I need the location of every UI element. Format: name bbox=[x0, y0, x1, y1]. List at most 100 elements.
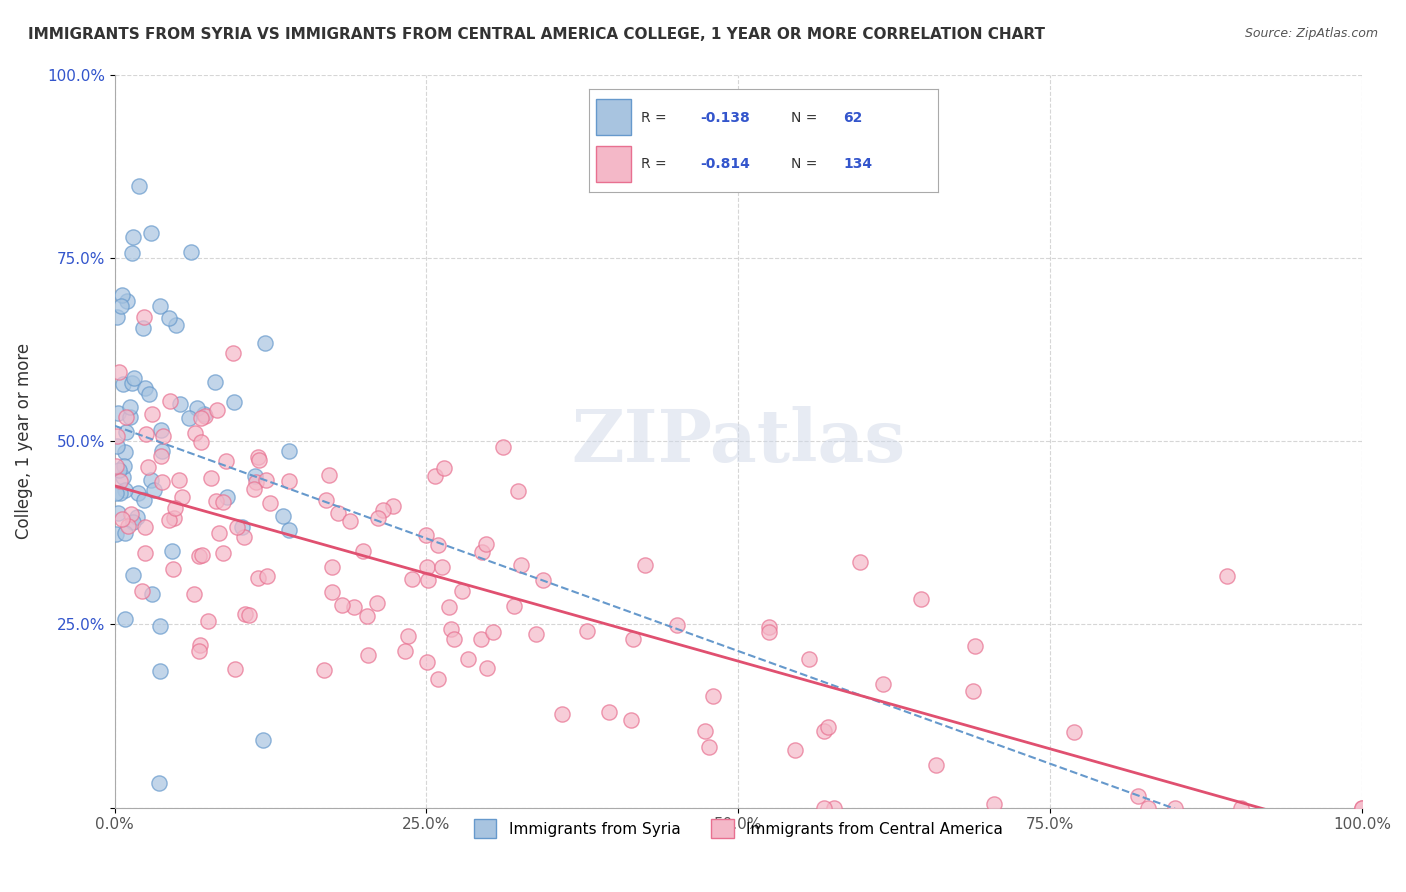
Point bbox=[108, 475, 131, 489]
Point bbox=[148, 776, 170, 790]
Point bbox=[470, 632, 492, 646]
Point bbox=[134, 381, 156, 395]
Point bbox=[962, 684, 984, 698]
Point bbox=[475, 537, 498, 551]
Point bbox=[127, 509, 149, 524]
Point bbox=[180, 244, 202, 259]
Point bbox=[172, 490, 194, 504]
Point bbox=[321, 560, 343, 574]
Point bbox=[138, 386, 160, 401]
Point bbox=[122, 371, 145, 385]
Point bbox=[136, 460, 159, 475]
Point bbox=[215, 454, 238, 468]
Point bbox=[254, 473, 277, 487]
Point bbox=[121, 230, 143, 244]
Point bbox=[134, 546, 156, 560]
Point bbox=[107, 506, 129, 520]
Point bbox=[524, 626, 547, 640]
Point bbox=[965, 639, 987, 653]
Point bbox=[983, 797, 1005, 812]
Point bbox=[246, 450, 269, 464]
Point bbox=[135, 427, 157, 442]
Point bbox=[633, 558, 655, 572]
Point bbox=[475, 661, 498, 675]
Point bbox=[165, 501, 187, 516]
Point bbox=[128, 179, 150, 194]
Point bbox=[910, 591, 932, 606]
Point bbox=[188, 638, 211, 652]
Point bbox=[1230, 800, 1253, 814]
Point bbox=[108, 365, 131, 379]
Point bbox=[697, 740, 720, 755]
Point bbox=[813, 723, 835, 738]
Point bbox=[231, 520, 253, 534]
Point bbox=[141, 473, 163, 487]
Point bbox=[328, 506, 350, 520]
Point bbox=[245, 475, 267, 489]
Point bbox=[758, 620, 780, 634]
Point bbox=[108, 486, 131, 500]
Point bbox=[150, 423, 173, 437]
Point bbox=[492, 440, 515, 454]
Text: Source: ZipAtlas.com: Source: ZipAtlas.com bbox=[1244, 27, 1378, 40]
Point bbox=[222, 346, 245, 360]
Point bbox=[208, 525, 231, 540]
Point bbox=[149, 299, 172, 313]
Point bbox=[357, 648, 380, 663]
Point bbox=[131, 583, 153, 598]
Point bbox=[437, 600, 460, 615]
Point bbox=[1126, 789, 1149, 803]
Point bbox=[188, 644, 211, 658]
Point bbox=[277, 444, 299, 458]
Point bbox=[321, 585, 343, 599]
Point bbox=[152, 428, 174, 442]
Point bbox=[224, 662, 246, 676]
Point bbox=[243, 469, 266, 483]
Point bbox=[427, 538, 450, 552]
Point bbox=[758, 624, 780, 639]
Y-axis label: College, 1 year or more: College, 1 year or more bbox=[15, 343, 32, 539]
Point bbox=[872, 677, 894, 691]
Point bbox=[150, 475, 173, 489]
Point bbox=[332, 598, 354, 612]
Point bbox=[367, 510, 389, 524]
Point bbox=[132, 493, 155, 508]
Point bbox=[256, 568, 278, 582]
Point bbox=[352, 544, 374, 558]
Point bbox=[191, 548, 214, 562]
Point bbox=[149, 619, 172, 633]
Point bbox=[433, 460, 456, 475]
Point bbox=[134, 520, 156, 534]
Point bbox=[226, 519, 249, 533]
Point bbox=[481, 624, 503, 639]
Point bbox=[271, 509, 294, 524]
Point bbox=[693, 724, 716, 739]
Point bbox=[143, 483, 166, 497]
Point bbox=[401, 572, 423, 586]
Point bbox=[1216, 569, 1239, 583]
Point bbox=[813, 801, 835, 815]
Point bbox=[190, 411, 212, 425]
Point bbox=[215, 490, 238, 504]
Point bbox=[114, 425, 136, 440]
Point bbox=[105, 486, 128, 500]
Point bbox=[848, 555, 870, 569]
Point bbox=[1351, 801, 1374, 815]
Point bbox=[621, 632, 644, 646]
Point bbox=[823, 801, 845, 815]
Point bbox=[139, 226, 162, 240]
Point bbox=[783, 742, 806, 756]
Point bbox=[925, 758, 948, 772]
Point bbox=[207, 402, 229, 417]
Point bbox=[132, 321, 155, 335]
Point bbox=[314, 663, 336, 677]
Point bbox=[451, 584, 474, 599]
Point bbox=[212, 546, 235, 560]
Point bbox=[105, 458, 128, 473]
Point bbox=[112, 377, 135, 392]
Point bbox=[817, 720, 839, 734]
Point bbox=[183, 587, 205, 601]
Point bbox=[415, 527, 437, 541]
Point bbox=[114, 612, 136, 626]
Point bbox=[204, 375, 226, 389]
